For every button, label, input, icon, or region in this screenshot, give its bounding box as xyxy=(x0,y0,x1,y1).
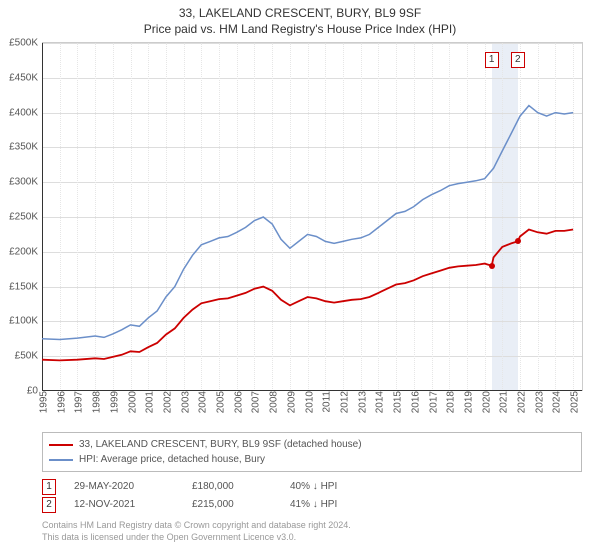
x-tick-label: 2019 xyxy=(459,391,474,413)
chart: £0£50K£100K£150K£200K£250K£300K£350K£400… xyxy=(42,42,583,391)
footnote-line: Contains HM Land Registry data © Crown c… xyxy=(42,520,582,532)
tx-delta: 41% ↓ HPI xyxy=(290,496,390,514)
footnote: Contains HM Land Registry data © Crown c… xyxy=(42,520,582,543)
y-tick-label: £100K xyxy=(9,316,42,327)
x-tick-label: 2001 xyxy=(141,391,156,413)
x-tick-label: 2014 xyxy=(371,391,386,413)
x-tick-label: 2000 xyxy=(123,391,138,413)
x-tick-label: 2018 xyxy=(442,391,457,413)
y-tick-label: £500K xyxy=(9,38,42,49)
y-tick-label: £450K xyxy=(9,72,42,83)
x-tick-label: 2009 xyxy=(282,391,297,413)
x-tick-label: 2004 xyxy=(194,391,209,413)
x-tick-label: 2022 xyxy=(513,391,528,413)
y-tick-label: £50K xyxy=(15,351,42,362)
legend-label: HPI: Average price, detached house, Bury xyxy=(79,452,265,467)
y-tick-label: £150K xyxy=(9,281,42,292)
x-tick-label: 1997 xyxy=(70,391,85,413)
marker-label: 2 xyxy=(511,52,525,68)
x-tick-label: 2011 xyxy=(318,391,333,413)
x-tick-label: 2015 xyxy=(389,391,404,413)
x-tick-label: 2023 xyxy=(530,391,545,413)
x-tick-label: 2017 xyxy=(424,391,439,413)
tx-date: 12-NOV-2021 xyxy=(74,496,174,514)
tx-price: £180,000 xyxy=(192,478,272,496)
series-property xyxy=(42,230,573,361)
tx-price: £215,000 xyxy=(192,496,272,514)
x-tick-label: 2013 xyxy=(353,391,368,413)
x-tick-label: 2007 xyxy=(247,391,262,413)
y-tick-label: £250K xyxy=(9,212,42,223)
x-tick-label: 1998 xyxy=(88,391,103,413)
legend-swatch xyxy=(49,444,73,446)
marker-dot xyxy=(489,263,495,269)
marker-label: 1 xyxy=(485,52,499,68)
transaction-row: 1 29-MAY-2020 £180,000 40% ↓ HPI xyxy=(42,478,582,496)
x-tick-label: 2012 xyxy=(335,391,350,413)
plot-svg xyxy=(42,43,582,391)
footnote-line: This data is licensed under the Open Gov… xyxy=(42,532,582,544)
tx-index: 1 xyxy=(42,479,56,495)
series-hpi xyxy=(42,106,573,340)
tx-index: 2 xyxy=(42,497,56,513)
x-tick-label: 1999 xyxy=(105,391,120,413)
tx-delta: 40% ↓ HPI xyxy=(290,478,390,496)
x-tick-label: 1995 xyxy=(35,391,50,413)
page-title: 33, LAKELAND CRESCENT, BURY, BL9 9SF xyxy=(0,6,600,22)
x-tick-label: 2005 xyxy=(212,391,227,413)
x-tick-label: 2002 xyxy=(158,391,173,413)
x-tick-label: 2008 xyxy=(265,391,280,413)
y-tick-label: £350K xyxy=(9,142,42,153)
x-tick-label: 2003 xyxy=(176,391,191,413)
marker-dot xyxy=(515,238,521,244)
y-tick-label: £400K xyxy=(9,107,42,118)
x-tick-label: 2025 xyxy=(566,391,581,413)
x-tick-label: 1996 xyxy=(52,391,67,413)
legend-label: 33, LAKELAND CRESCENT, BURY, BL9 9SF (de… xyxy=(79,437,362,452)
x-tick-label: 2021 xyxy=(495,391,510,413)
legend-item: HPI: Average price, detached house, Bury xyxy=(49,452,575,467)
x-tick-label: 2024 xyxy=(548,391,563,413)
page-subtitle: Price paid vs. HM Land Registry's House … xyxy=(0,22,600,38)
legend: 33, LAKELAND CRESCENT, BURY, BL9 9SF (de… xyxy=(42,432,582,472)
x-tick-label: 2020 xyxy=(477,391,492,413)
tx-date: 29-MAY-2020 xyxy=(74,478,174,496)
y-tick-label: £300K xyxy=(9,177,42,188)
y-tick-label: £200K xyxy=(9,246,42,257)
legend-swatch xyxy=(49,459,73,461)
x-tick-label: 2010 xyxy=(300,391,315,413)
legend-item: 33, LAKELAND CRESCENT, BURY, BL9 9SF (de… xyxy=(49,437,575,452)
x-tick-label: 2016 xyxy=(406,391,421,413)
transaction-row: 2 12-NOV-2021 £215,000 41% ↓ HPI xyxy=(42,496,582,514)
x-tick-label: 2006 xyxy=(229,391,244,413)
